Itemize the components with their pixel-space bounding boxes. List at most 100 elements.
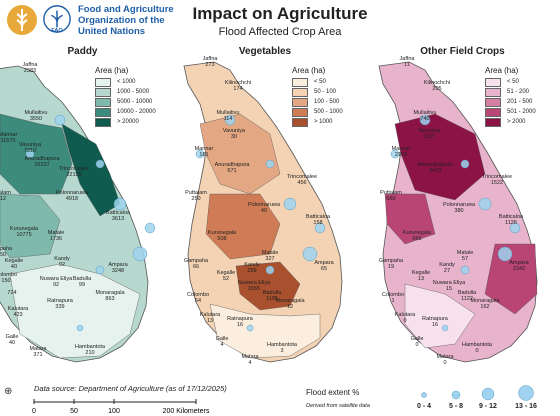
district-value: 16 [431, 322, 439, 328]
district-label: Matara 4 [241, 354, 258, 366]
legend-swatch [95, 87, 111, 97]
flood-circle-5-8 [451, 390, 461, 400]
district-name: Gampaha [183, 258, 209, 264]
district-value: 3613 [111, 216, 125, 222]
district-value: 1250 [0, 252, 7, 258]
district-name: Kilinochchi [224, 80, 252, 86]
flood-circle-9-12 [481, 387, 495, 401]
district-label: Nuwara Eliya 92 [40, 276, 72, 288]
district-label: Hambantota 0 [462, 342, 492, 354]
district-name: Ampara [509, 260, 529, 266]
flood-extent-circle [95, 265, 105, 275]
district-label: Mannar 2153 [392, 146, 411, 158]
district-name: Colombo [0, 272, 18, 278]
district-value: 1522 [490, 180, 504, 186]
legend-label: 500 - 1000 [314, 109, 343, 115]
district-label: Ratnapura 16 [422, 316, 448, 328]
district-label: Anuradhapura 15237 [25, 156, 60, 168]
district-name: Badulla [72, 276, 92, 282]
legend-paddy: Area (ha) < 1000 1000 - 5000 5000 - 10000 1… [95, 66, 156, 127]
district-name: Kandy [244, 262, 260, 268]
region-med [0, 193, 61, 259]
district-name: Monaragala [275, 298, 305, 304]
district-label: Matale 57 [457, 250, 474, 262]
legend-item: 500 - 1000 [292, 107, 343, 117]
flood-extent-circle [390, 149, 400, 159]
district-name: Batticaloa [498, 214, 524, 220]
district-label: Badulla 99 [73, 276, 91, 288]
paddy-map [0, 65, 156, 363]
flood-extent-circle [95, 159, 105, 169]
district-name: Matale [47, 230, 65, 236]
district-label: Matara 0 [436, 354, 453, 366]
legend-swatch [292, 97, 308, 107]
district-label: Ampara 2342 [509, 260, 528, 272]
district-value: 66 [192, 264, 200, 270]
district-name: Kandy [439, 262, 455, 268]
flood-extent-circle [478, 197, 492, 211]
fao-logo-icon: FAO [43, 5, 71, 34]
district-label: Kalutara 423 [8, 306, 29, 318]
district-value: 724 [7, 290, 17, 296]
legend-label: 10000 - 20000 [117, 109, 156, 115]
district-value: 327 [265, 256, 275, 262]
district-name: Matale [456, 250, 474, 256]
district-value: 371 [33, 352, 43, 358]
district-label: Gampaha 19 [379, 258, 403, 270]
district-label: Jaffna 11 [400, 56, 415, 68]
flood-extent-circle [246, 324, 254, 332]
district-value: 1017 [422, 134, 436, 140]
legend-item: 50 - 100 [292, 87, 343, 97]
district-label: Hambantota 3 [267, 342, 297, 354]
district-value: 0 [403, 318, 407, 324]
district-value: 4918 [65, 196, 79, 202]
legend-item: 51 - 200 [485, 87, 536, 97]
flood-circles [195, 114, 326, 332]
district-value: 456 [297, 180, 307, 186]
legend-swatch [95, 77, 111, 87]
district-name: Jaffna [399, 56, 415, 62]
district-name: Trincomalee [481, 174, 513, 180]
district-name: Batticaloa [105, 210, 131, 216]
district-name: Nuwara Eliya [237, 280, 271, 286]
page-subtitle: Flood Affected Crop Area [218, 26, 342, 38]
district-value: 99 [78, 282, 86, 288]
district-label: Badulla 1122 [458, 290, 476, 302]
legend-label: 100 - 500 [314, 99, 340, 105]
district-name: Anuradhapura [24, 156, 60, 162]
scale-bar: 0 50 100 200 Kilometers [32, 399, 210, 415]
flood-extent-circle [419, 114, 431, 126]
north-arrow-icon: ⊕ [4, 386, 13, 397]
district-value: 27 [443, 268, 451, 274]
region-a [394, 113, 486, 201]
district-name: Kegalle [216, 270, 236, 276]
district-label: Polonnaruwa 380 [443, 202, 475, 214]
flood-extent-circle [441, 324, 449, 332]
district-name: Anuradhapura [214, 162, 250, 168]
district-label: Nuwara Eliya 2655 [238, 280, 270, 292]
district-value: 1 [391, 298, 395, 304]
flood-class-label: 9 - 12 [479, 403, 497, 410]
district-label: Galle 40 [6, 334, 19, 346]
district-value: 2655 [247, 286, 261, 292]
district-value: 380 [454, 208, 464, 214]
district-name: Hambantota [75, 344, 105, 350]
district-label: Galle 0 [411, 336, 424, 348]
legend-item: 201 - 500 [485, 97, 536, 107]
legend-item: > 20000 [95, 117, 156, 127]
district-name: Hambantota [267, 342, 297, 348]
district-label: Kurunegala 665 [403, 230, 431, 242]
district-label: 724 [7, 290, 16, 296]
scale-tick: 50 [70, 408, 78, 415]
legend-item: 501 - 2000 [485, 107, 536, 117]
legend-title: Area (ha) [95, 66, 129, 75]
district-name: Vavuniya [18, 142, 42, 148]
district-name: Kilinochchi [423, 80, 451, 86]
flood-legend-subtitle: Derived from satellite data [306, 403, 370, 409]
district-value: 40 [10, 264, 18, 270]
district-value: 1126 [505, 220, 517, 226]
district-value: 158 [313, 220, 323, 226]
district-value: 162 [480, 304, 490, 310]
district-name: Badulla [262, 290, 282, 296]
district-label: Kegalle 40 [5, 258, 23, 270]
